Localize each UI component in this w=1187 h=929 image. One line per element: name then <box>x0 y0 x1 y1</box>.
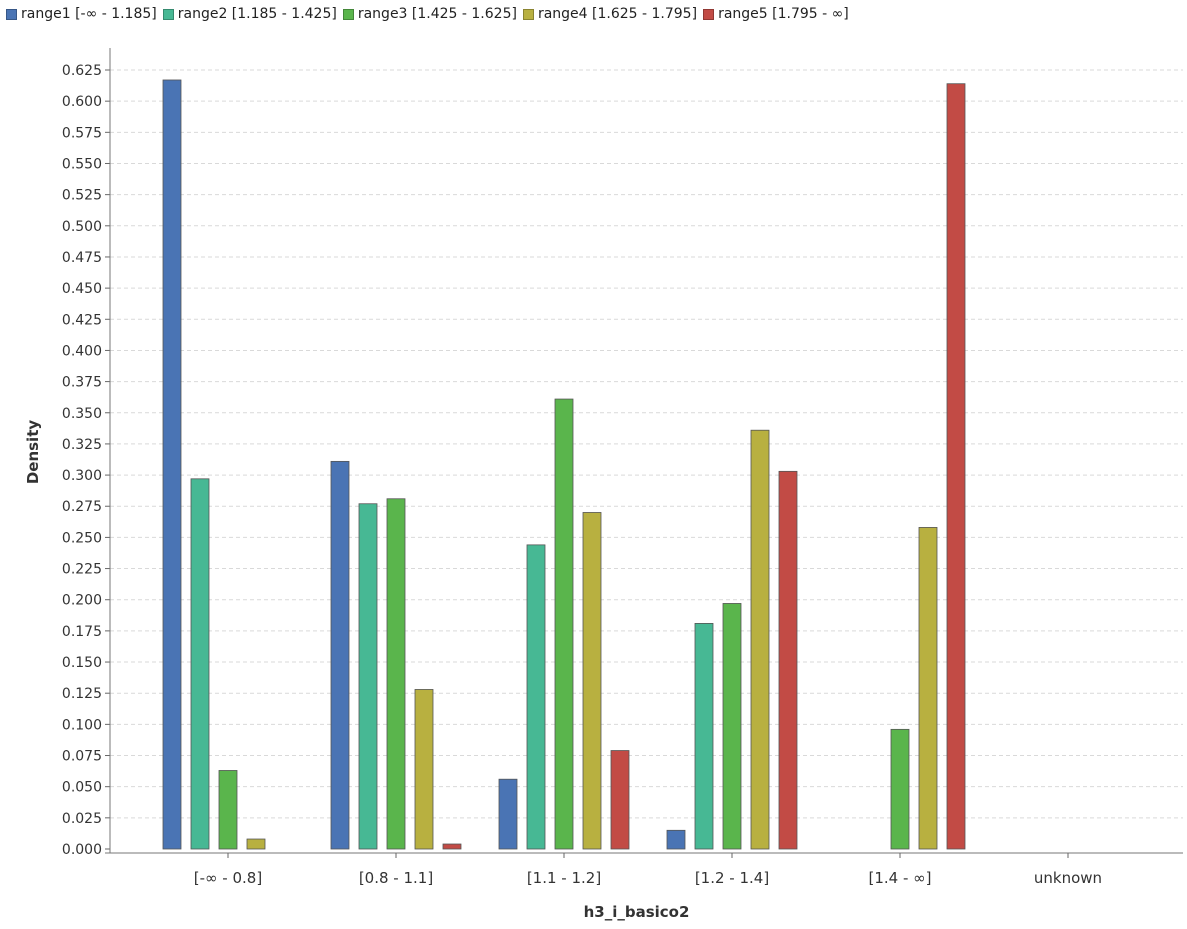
legend-label: range3 [1.425 - 1.625] <box>357 6 517 22</box>
legend-label: range4 [1.625 - 1.795] <box>537 6 698 22</box>
y-tick-label: 0.225 <box>62 562 102 578</box>
legend-item: range5 [1.795 - ∞] <box>703 6 849 22</box>
bar <box>722 603 742 850</box>
y-tick-label: 0.050 <box>62 780 102 796</box>
bar <box>554 398 574 850</box>
x-tick-label: [-∞ - 0.8] <box>194 869 262 887</box>
y-tick-label: 0.100 <box>62 717 102 733</box>
y-tick-label: 0.175 <box>62 624 102 640</box>
legend-swatch <box>6 8 17 20</box>
y-tick-label: 0.125 <box>62 686 102 702</box>
y-tick-label: 0.325 <box>62 437 102 453</box>
y-tick-label: 0.450 <box>62 281 102 297</box>
bar <box>246 838 266 850</box>
y-tick-label: 0.000 <box>62 842 102 858</box>
x-tick-label: unknown <box>1034 869 1102 887</box>
bar <box>918 527 938 850</box>
x-tick-label: [1.2 - 1.4] <box>695 869 769 887</box>
legend-swatch <box>703 8 715 20</box>
bar <box>778 470 798 850</box>
bar <box>218 770 238 850</box>
y-tick-label: 0.525 <box>62 188 102 204</box>
y-tick-label: 0.475 <box>62 250 102 266</box>
y-axis-title: Density <box>24 420 42 485</box>
bar <box>582 512 602 850</box>
x-tick-label: [1.1 - 1.2] <box>527 869 601 887</box>
legend-item: range4 [1.625 - 1.795] <box>522 6 698 22</box>
bar <box>442 843 462 850</box>
y-tick-label: 0.075 <box>62 749 102 765</box>
x-axis-title: h3_i_basico2 <box>584 903 690 921</box>
bar <box>750 429 770 850</box>
y-tick-label: 0.375 <box>62 375 102 391</box>
legend-swatch <box>162 8 174 20</box>
bar <box>330 460 350 850</box>
y-tick-label: 0.550 <box>62 156 102 172</box>
chart-legend: range1 [-∞ - 1.185] range2 [1.185 - 1.425… <box>6 6 849 22</box>
y-tick-label: 0.425 <box>62 312 102 328</box>
bar <box>162 79 182 850</box>
y-tick-label: 0.625 <box>62 63 102 79</box>
y-tick-label: 0.300 <box>62 468 102 484</box>
y-tick-label: 0.500 <box>62 219 102 235</box>
bar <box>414 689 434 850</box>
y-tick-label: 0.150 <box>62 655 102 671</box>
legend-swatch <box>342 8 354 20</box>
bar <box>666 829 686 850</box>
bar <box>694 623 714 850</box>
legend-label: range5 [1.795 - ∞] <box>718 6 849 22</box>
bar <box>946 83 966 850</box>
y-tick-label: 0.350 <box>62 406 102 422</box>
legend-item: range1 [-∞ - 1.185] <box>6 6 157 22</box>
legend-item: range2 [1.185 - 1.425] <box>162 6 337 22</box>
bar <box>386 498 406 850</box>
y-tick-label: 0.400 <box>62 343 102 359</box>
x-tick-label: [1.4 - ∞] <box>868 869 931 887</box>
bar <box>610 750 630 850</box>
y-tick-label: 0.025 <box>62 811 102 827</box>
bar <box>498 778 518 850</box>
y-tick-label: 0.250 <box>62 530 102 546</box>
bar <box>890 728 910 850</box>
y-tick-label: 0.275 <box>62 499 102 515</box>
y-tick-label: 0.575 <box>62 125 102 141</box>
legend-label: range2 [1.185 - 1.425] <box>177 6 337 22</box>
bar <box>358 503 378 850</box>
x-tick-label: [0.8 - 1.1] <box>359 869 433 887</box>
bar <box>526 544 546 850</box>
legend-item: range3 [1.425 - 1.625] <box>342 6 517 22</box>
legend-label: range1 [-∞ - 1.185] <box>21 6 157 22</box>
y-tick-label: 0.600 <box>62 94 102 110</box>
bar <box>190 478 210 850</box>
legend-swatch <box>522 8 534 20</box>
y-tick-label: 0.200 <box>62 593 102 609</box>
